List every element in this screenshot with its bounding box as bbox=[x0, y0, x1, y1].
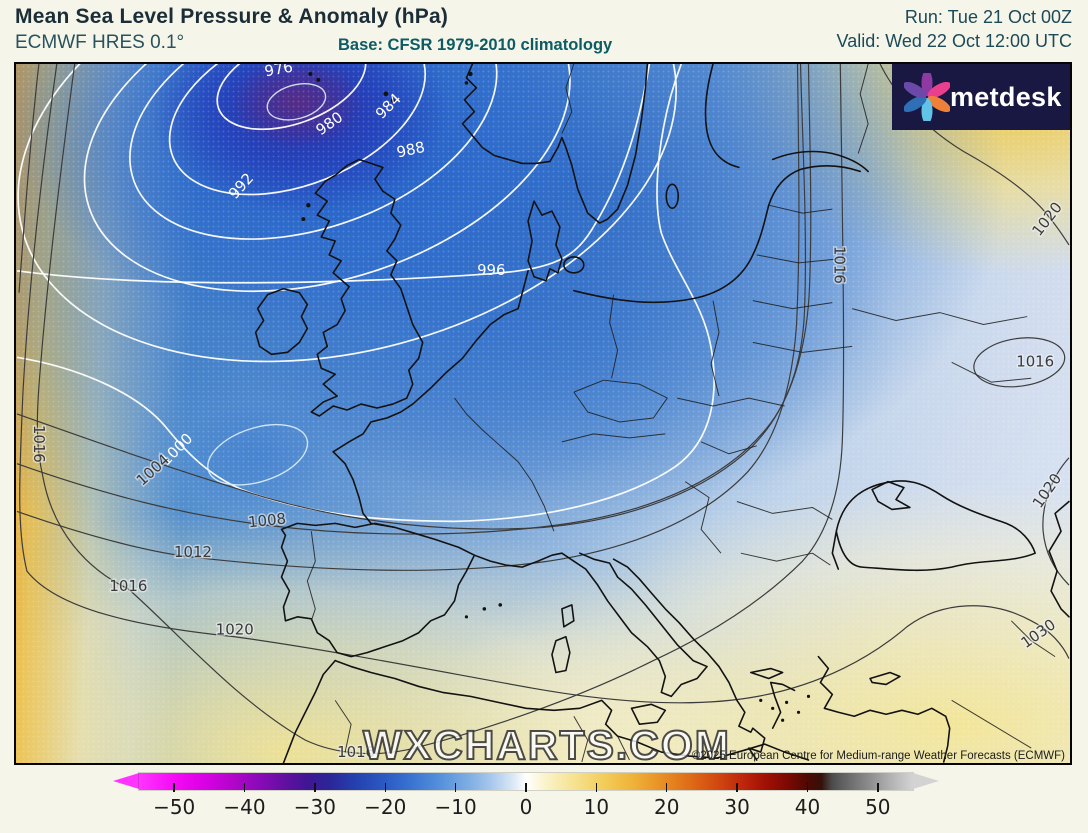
europe-map-graphic: 9769809849889929961000100410081012101610… bbox=[16, 64, 1070, 763]
colorbar-tick-label: −50 bbox=[153, 795, 196, 819]
page-title: Mean Sea Level Pressure & Anomaly (hPa) bbox=[15, 5, 449, 28]
isobar-label-1030: 1030 bbox=[1018, 615, 1059, 652]
isobar-label-988: 988 bbox=[395, 138, 427, 162]
colorbar-tick-label: −20 bbox=[364, 795, 407, 819]
colorbar-tick-label: 0 bbox=[519, 795, 533, 819]
metdesk-brand-text: metdesk bbox=[950, 81, 1062, 112]
anomaly-colorbar: −50 −40 −30 −20 −10 0 10 20 30 40 50 bbox=[0, 771, 1088, 833]
isobar-label-1016: 1016 bbox=[109, 577, 147, 595]
colorbar-tick bbox=[665, 783, 668, 792]
metdesk-logo: metdesk bbox=[892, 64, 1070, 130]
colorbar-gradient bbox=[138, 772, 914, 791]
colorbar-tick bbox=[595, 783, 598, 792]
isobar-label-1008: 1008 bbox=[247, 509, 287, 531]
colorbar-right-arrow bbox=[913, 773, 939, 789]
colorbar-tick-label: −40 bbox=[223, 795, 266, 819]
isobar-label-1020: 1020 bbox=[216, 621, 254, 639]
isobar-labels: 9769809849889929961000100410081012101610… bbox=[28, 64, 1067, 763]
country-borders bbox=[306, 64, 1056, 763]
colorbar-tick bbox=[806, 783, 809, 792]
wxcharts-watermark: WXCHARTS.COM bbox=[362, 721, 731, 765]
colorbar-tick-label: 50 bbox=[865, 795, 891, 819]
isobar-label-1016: 1016 bbox=[30, 425, 48, 463]
colorbar-tick-label: −10 bbox=[434, 795, 477, 819]
colorbar-tick-label: 40 bbox=[794, 795, 821, 819]
colorbar-tick bbox=[173, 783, 175, 792]
isobar-label-1016: 1016 bbox=[830, 246, 848, 284]
valid-time-label: Valid: Wed 22 Oct 12:00 UTC bbox=[836, 31, 1072, 51]
isobar-label-1020: 1020 bbox=[1029, 470, 1066, 511]
copyright-notice: ©2025 European Centre for Medium-range W… bbox=[691, 750, 1065, 762]
isobar-label-980: 980 bbox=[313, 108, 347, 139]
model-label: ECMWF HRES 0.1° bbox=[15, 32, 185, 53]
isobar-label-996: 996 bbox=[477, 261, 505, 279]
colorbar-tick bbox=[525, 783, 527, 792]
metdesk-flower-icon bbox=[904, 73, 950, 121]
colorbar-tick-label: 20 bbox=[653, 795, 680, 819]
isobar-label-976: 976 bbox=[263, 64, 294, 80]
isobars-dark bbox=[16, 64, 1070, 755]
colorbar-tick bbox=[736, 783, 738, 792]
colorbar-tick bbox=[454, 783, 457, 792]
isobar-label-1016: 1016 bbox=[337, 743, 375, 761]
run-time-label: Run: Tue 21 Oct 00Z bbox=[904, 7, 1072, 27]
isobar-label-984: 984 bbox=[372, 90, 405, 123]
colorbar-tick-label: 30 bbox=[724, 795, 750, 819]
colorbar-tick bbox=[877, 783, 879, 792]
europe-pressure-map: 976 980 984 988 992 996 1000 1004 1008 1012 1016 10… bbox=[14, 62, 1072, 765]
isobar-label-1020: 1020 bbox=[1028, 199, 1066, 240]
colorbar-left-arrow bbox=[113, 773, 139, 789]
small-islands bbox=[301, 71, 811, 722]
colorbar-tick-label: −30 bbox=[293, 795, 337, 819]
isobar-label-1012: 1012 bbox=[174, 543, 212, 561]
isobar-label-992: 992 bbox=[225, 169, 257, 202]
colorbar-tick bbox=[384, 783, 387, 792]
coastlines bbox=[254, 64, 1070, 763]
isobar-label-1016: 1016 bbox=[1016, 352, 1054, 370]
colorbar-tick-label: 10 bbox=[583, 795, 610, 819]
colorbar-tick bbox=[314, 783, 316, 792]
colorbar-tick bbox=[243, 783, 246, 792]
isobars-white bbox=[16, 64, 715, 523]
climatology-base-label: Base: CFSR 1979-2010 climatology bbox=[338, 36, 613, 54]
